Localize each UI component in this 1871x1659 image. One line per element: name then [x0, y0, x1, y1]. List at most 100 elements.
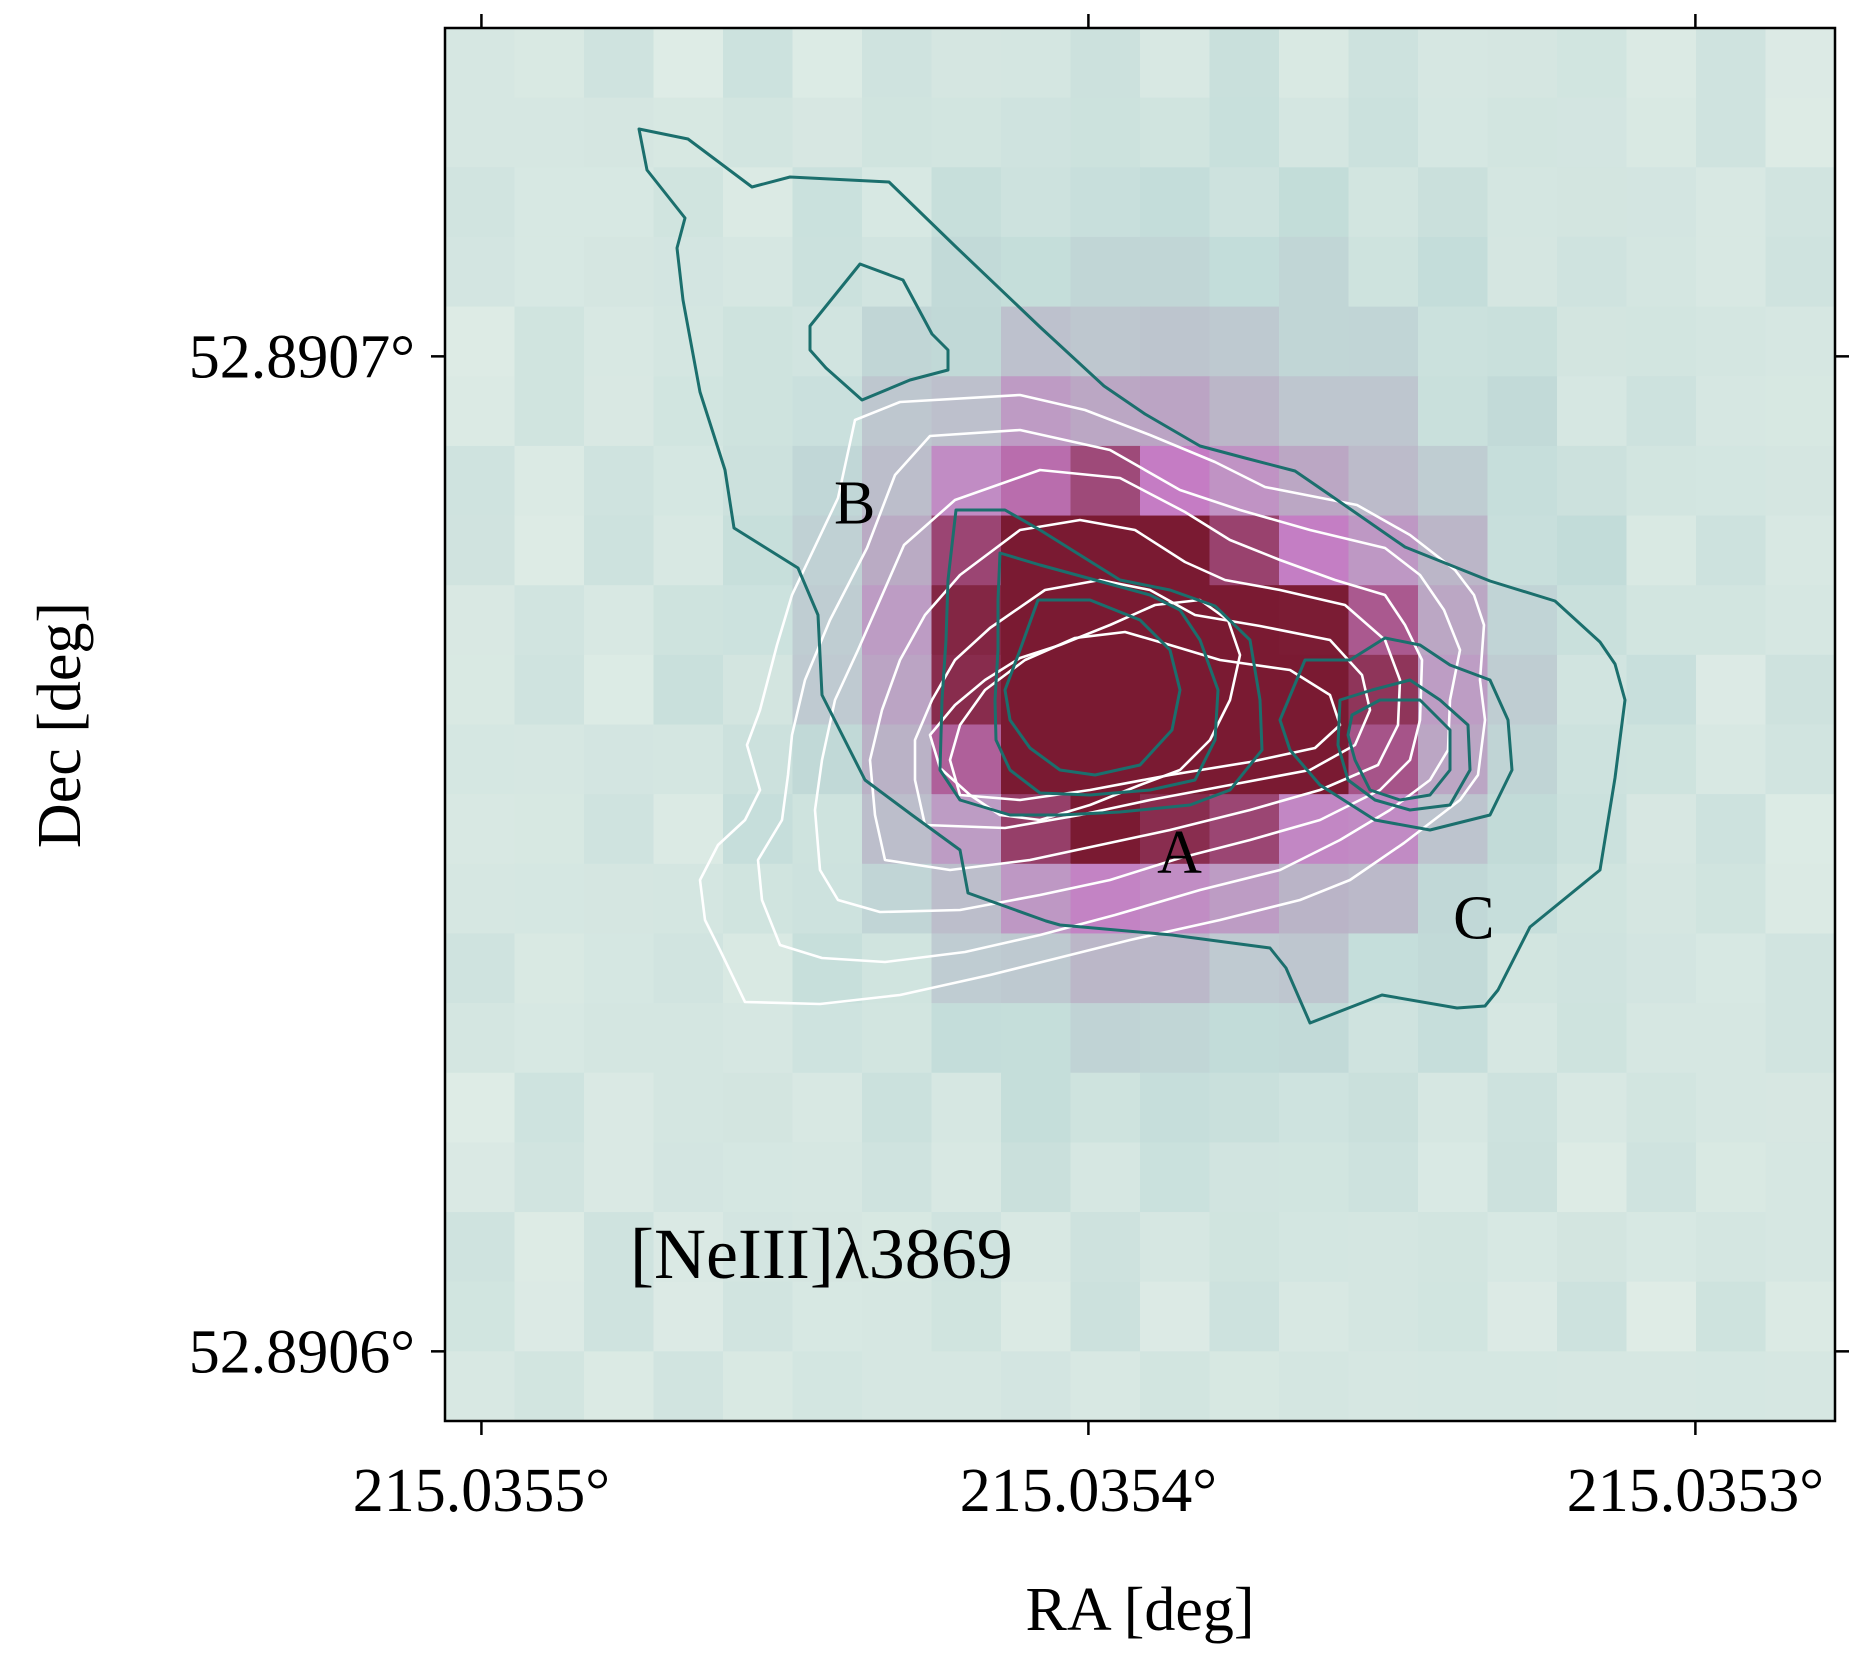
- heatmap-cell: [584, 1281, 655, 1352]
- heatmap-cell: [1348, 1142, 1419, 1213]
- heatmap-cell: [1070, 933, 1141, 1004]
- heatmap-cell: [1001, 376, 1072, 447]
- heatmap-cell: [1696, 1003, 1767, 1074]
- heatmap-cell: [1487, 1072, 1558, 1143]
- panel-label: [NeIII]λ3869: [630, 1214, 1013, 1294]
- heatmap-cell: [653, 654, 724, 726]
- heatmap-cell: [931, 1072, 1002, 1143]
- heatmap-cell: [1348, 724, 1419, 795]
- heatmap-cell: [931, 236, 1002, 308]
- heatmap-cell: [1348, 1212, 1419, 1283]
- heatmap-cell: [931, 1142, 1002, 1213]
- heatmap-cell: [862, 1003, 933, 1074]
- heatmap-cell: [723, 585, 794, 656]
- heatmap-cell: [1209, 654, 1280, 726]
- x-tick-label: 215.0353°: [1567, 1457, 1824, 1525]
- heatmap-cell: [792, 863, 863, 935]
- heatmap-cell: [1418, 1072, 1489, 1143]
- heatmap-cell: [1626, 515, 1697, 586]
- heatmap-cell: [1696, 236, 1767, 308]
- heatmap-cell: [653, 376, 724, 447]
- heatmap-cell: [445, 376, 516, 447]
- heatmap-cell: [1487, 1003, 1558, 1074]
- heatmap-cell: [862, 1281, 933, 1352]
- heatmap-cell: [1140, 1072, 1211, 1143]
- heatmap-cell: [1418, 724, 1489, 795]
- heatmap-cell: [653, 306, 724, 377]
- heatmap-cell: [653, 585, 724, 656]
- heatmap-cells: [445, 28, 1836, 1422]
- heatmap-cell: [723, 28, 794, 99]
- heatmap-cell: [1001, 654, 1072, 726]
- heatmap-cell: [1557, 1003, 1628, 1074]
- heatmap-cell: [445, 306, 516, 377]
- heatmap-cell: [514, 933, 585, 1004]
- heatmap-cell: [792, 515, 863, 586]
- heatmap-cell: [862, 306, 933, 377]
- heatmap-cell: [584, 97, 655, 168]
- heatmap-cell: [584, 445, 655, 517]
- heatmap-cell: [445, 724, 516, 795]
- heatmap-cell: [1557, 1212, 1628, 1283]
- heatmap-cell: [584, 1142, 655, 1213]
- heatmap-cell: [1626, 1281, 1697, 1352]
- heatmap-cell: [931, 445, 1002, 517]
- heatmap-cell: [514, 28, 585, 99]
- heatmap-cell: [584, 515, 655, 586]
- heatmap-cell: [584, 724, 655, 795]
- heatmap-cell: [445, 1212, 516, 1283]
- heatmap-cell: [1418, 1281, 1489, 1352]
- heatmap-cell: [1626, 1351, 1697, 1422]
- heatmap-cell: [1626, 167, 1697, 238]
- heatmap-cell: [1765, 654, 1836, 726]
- heatmap-cell: [1348, 1003, 1419, 1074]
- heatmap-cell: [514, 1351, 585, 1422]
- heatmap-cell: [514, 724, 585, 795]
- heatmap-cell: [1001, 1212, 1072, 1283]
- heatmap-cell: [445, 445, 516, 517]
- heatmap-cell: [1001, 1351, 1072, 1422]
- heatmap-cell: [1209, 1142, 1280, 1213]
- heatmap-cell: [1348, 863, 1419, 935]
- heatmap-cell: [514, 376, 585, 447]
- heatmap-cell: [514, 167, 585, 238]
- heatmap-cell: [792, 1142, 863, 1213]
- heatmap-cell: [1279, 236, 1350, 308]
- heatmap-cell: [1557, 794, 1628, 865]
- heatmap-cell: [653, 236, 724, 308]
- region-label-a: A: [1157, 819, 1202, 887]
- heatmap-cell: [1626, 306, 1697, 377]
- heatmap-cell: [1209, 1003, 1280, 1074]
- heatmap-cell: [445, 167, 516, 238]
- teal-contours: [637, 127, 1627, 1025]
- teal-contour-c1: [1278, 636, 1514, 832]
- heatmap-cell: [1070, 1212, 1141, 1283]
- heatmap-cell: [1070, 1003, 1141, 1074]
- heatmap-cell: [1557, 585, 1628, 656]
- heatmap-cell: [931, 1212, 1002, 1283]
- heatmap-cell: [1626, 28, 1697, 99]
- heatmap-cell: [862, 1351, 933, 1422]
- heatmap-cell: [1001, 1003, 1072, 1074]
- heatmap-cell: [1557, 1142, 1628, 1213]
- heatmap-cell: [653, 167, 724, 238]
- heatmap-cell: [1696, 1212, 1767, 1283]
- heatmap-cell: [1070, 28, 1141, 99]
- heatmap-cell: [1557, 236, 1628, 308]
- heatmap-cell: [1696, 306, 1767, 377]
- heatmap-cell: [445, 515, 516, 586]
- heatmap-cell: [1696, 654, 1767, 726]
- heatmap-cell: [1696, 97, 1767, 168]
- region-label-b: B: [834, 470, 875, 538]
- heatmap-cell: [1765, 933, 1836, 1004]
- heatmap-cell: [584, 933, 655, 1004]
- heatmap-cell: [1140, 1351, 1211, 1422]
- heatmap-cell: [445, 1142, 516, 1213]
- heatmap-cell: [1070, 445, 1141, 517]
- heatmap-cell: [653, 1072, 724, 1143]
- heatmap-cell: [1765, 1351, 1836, 1422]
- heatmap-cell: [1765, 1212, 1836, 1283]
- heatmap-cell: [1487, 376, 1558, 447]
- heatmap-cell: [1209, 1351, 1280, 1422]
- heatmap-cell: [514, 445, 585, 517]
